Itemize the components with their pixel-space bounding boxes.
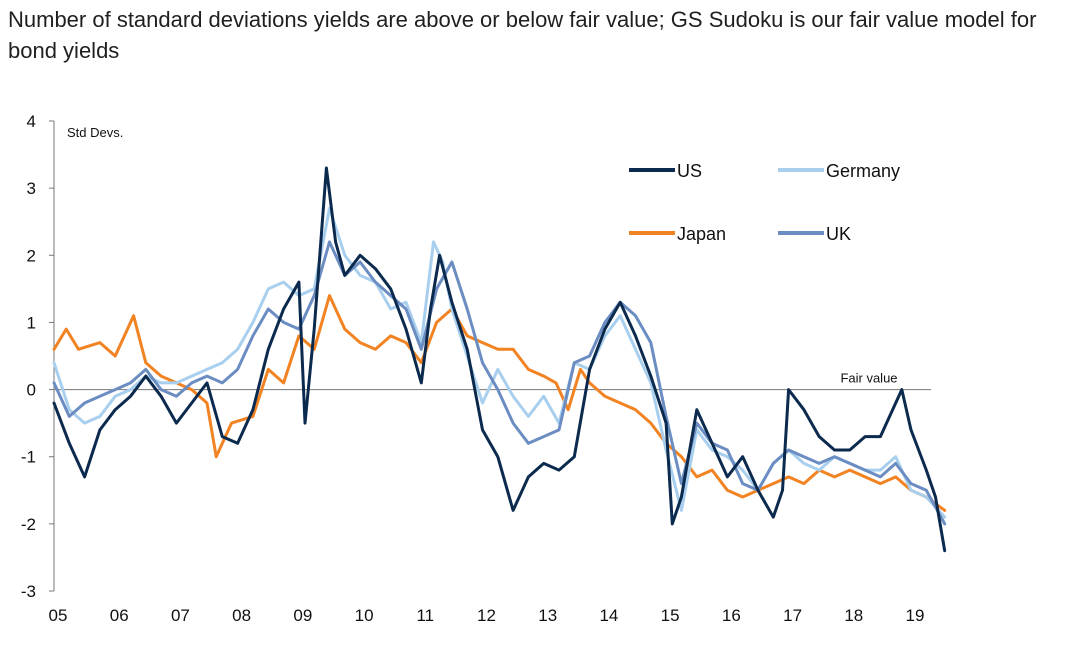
x-tick-label: 05 xyxy=(49,606,68,625)
legend: US Germany Japan UK xyxy=(629,161,900,244)
x-tick-label: 12 xyxy=(477,606,496,625)
legend-label-us: US xyxy=(677,161,702,181)
x-tick-label: 11 xyxy=(416,606,434,625)
x-tick-label: 07 xyxy=(171,606,190,625)
x-tick-label: 08 xyxy=(232,606,251,625)
series-layer xyxy=(52,166,947,553)
x-tick-label: 13 xyxy=(538,606,557,625)
y-tick-label: 0 xyxy=(27,381,36,400)
y-axis-label: Std Devs. xyxy=(67,125,123,140)
chart-title: Number of standard deviations yields are… xyxy=(8,7,1037,63)
legend-label-uk: UK xyxy=(826,224,851,244)
fair-value-annotation: Fair value xyxy=(840,371,897,386)
y-tick-label: 3 xyxy=(27,179,36,198)
y-tick-label: -3 xyxy=(21,582,36,601)
y-tick-label: -2 xyxy=(21,515,36,534)
x-tick-label: 17 xyxy=(783,606,802,625)
series-line-uk xyxy=(52,240,947,526)
y-tick-label: 2 xyxy=(27,246,36,265)
x-tick-label: 14 xyxy=(599,606,618,625)
y-tick-label: -1 xyxy=(21,448,36,467)
x-tick-label: 18 xyxy=(844,606,863,625)
axes xyxy=(49,120,931,592)
series-line-us xyxy=(52,166,947,553)
x-tick-label: 10 xyxy=(355,606,374,625)
series-line-japan xyxy=(52,294,947,512)
legend-label-japan: Japan xyxy=(677,224,726,244)
x-tick-label: 06 xyxy=(110,606,129,625)
x-tick-label: 19 xyxy=(906,606,925,625)
x-tick-label: 16 xyxy=(722,606,741,625)
x-tick-label: 09 xyxy=(293,606,312,625)
y-tick-label: 1 xyxy=(27,313,36,332)
series-line-germany xyxy=(52,206,947,519)
legend-label-germany: Germany xyxy=(826,161,900,181)
y-tick-label: 4 xyxy=(27,112,36,131)
x-tick-label: 15 xyxy=(661,606,680,625)
